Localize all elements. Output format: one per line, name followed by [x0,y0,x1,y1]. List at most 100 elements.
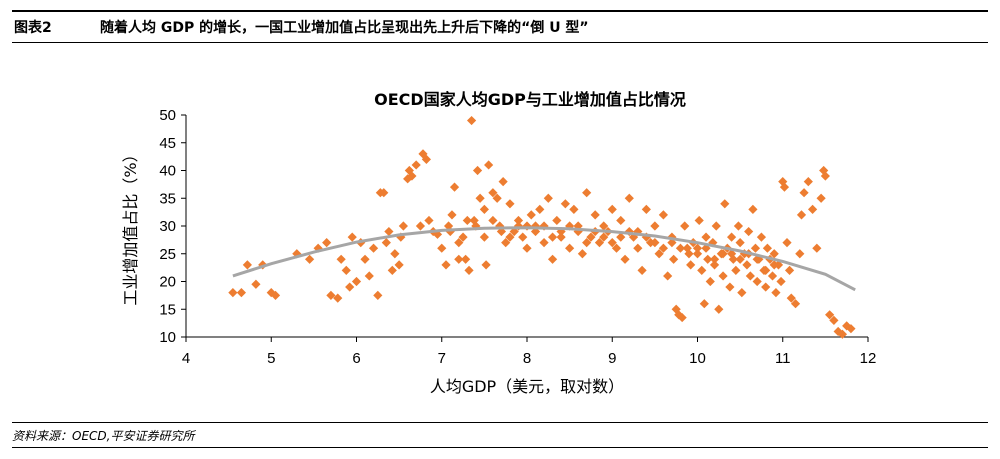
data-point [373,290,383,300]
y-tick-label: 20 [159,274,176,291]
data-point [684,249,694,259]
data-point [387,265,397,275]
data-point [658,210,668,220]
data-point [590,210,600,220]
data-point [522,243,532,253]
figure-number: 图表2 [14,20,52,36]
data-point [454,238,464,248]
data-point [697,265,707,275]
data-point [718,271,728,281]
data-point [692,249,703,259]
data-point [633,243,643,253]
data-point [725,282,735,292]
data-point [607,204,617,214]
data-point [624,193,634,203]
data-point [498,177,508,187]
x-tick-label: 5 [267,350,275,367]
data-point [454,254,464,264]
data-point [471,221,481,231]
data-point [539,238,549,248]
figure-title: 随着人均 GDP 的增长，一国工业增加值占比呈现出先上升后下降的“倒 U 型” [100,20,589,36]
x-tick-label: 7 [438,350,446,367]
data-point [767,271,778,281]
data-point [611,243,622,253]
data-point [745,271,755,281]
data-point [733,221,744,231]
data-point [686,260,696,270]
chart-title: OECD国家人均GDP与工业增加值占比情况 [374,90,686,109]
data-point [469,215,479,226]
data-point [445,226,455,237]
data-point [812,243,822,253]
data-point [833,326,843,337]
data-point [731,265,741,275]
data-point [441,260,451,270]
data-point [616,215,626,226]
data-point [616,232,626,242]
data-point [795,249,805,259]
data-point [513,215,524,226]
data-point [552,215,562,226]
data-point [347,232,357,242]
data-point [464,265,474,275]
data-point [837,329,848,339]
y-axis-label: 工业增加值占比（%） [121,146,140,305]
x-tick-label: 8 [523,350,531,367]
y-tick-label: 15 [159,301,176,318]
data-point [750,243,761,253]
data-point [547,254,558,264]
data-point [360,254,370,264]
data-point [582,238,592,248]
data-point [556,232,566,242]
data-point [701,232,711,242]
data-point [479,204,489,214]
data-point [674,310,684,320]
data-point [560,199,570,209]
data-point [748,204,758,214]
data-point [472,165,483,176]
data-point [796,210,807,220]
data-point [379,188,389,198]
data-point [819,165,829,176]
data-point [364,271,374,281]
data-point [437,243,447,253]
data-point [607,238,617,248]
y-tick-label: 50 [159,107,176,124]
x-tick-label: 6 [352,350,360,367]
x-tick-label: 10 [689,350,706,367]
data-point [447,210,457,220]
data-point [756,232,767,242]
data-point [505,199,515,209]
data-point [368,243,379,253]
data-point [462,215,472,226]
data-point [816,193,826,203]
data-point [769,249,779,259]
data-point [771,288,781,298]
data-point [403,174,413,184]
data-point [641,204,651,214]
data-point [384,226,394,237]
data-point [458,232,468,242]
data-point [586,232,596,242]
data-point [680,221,690,231]
data-point [735,238,745,248]
data-point [336,254,346,264]
data-point [776,276,786,287]
y-tick-label: 10 [159,329,176,346]
data-point [699,299,709,309]
data-point [720,199,730,209]
data-point [779,182,790,192]
data-point [829,315,839,325]
y-tick-label: 30 [159,218,176,235]
data-point [488,188,498,198]
data-point [518,232,528,242]
data-point [752,254,762,264]
data-point [236,288,247,298]
data-point [322,238,332,248]
data-point [326,290,336,300]
data-point [569,204,579,214]
data-point [761,282,771,292]
data-point [709,260,720,270]
data-point [718,249,728,259]
